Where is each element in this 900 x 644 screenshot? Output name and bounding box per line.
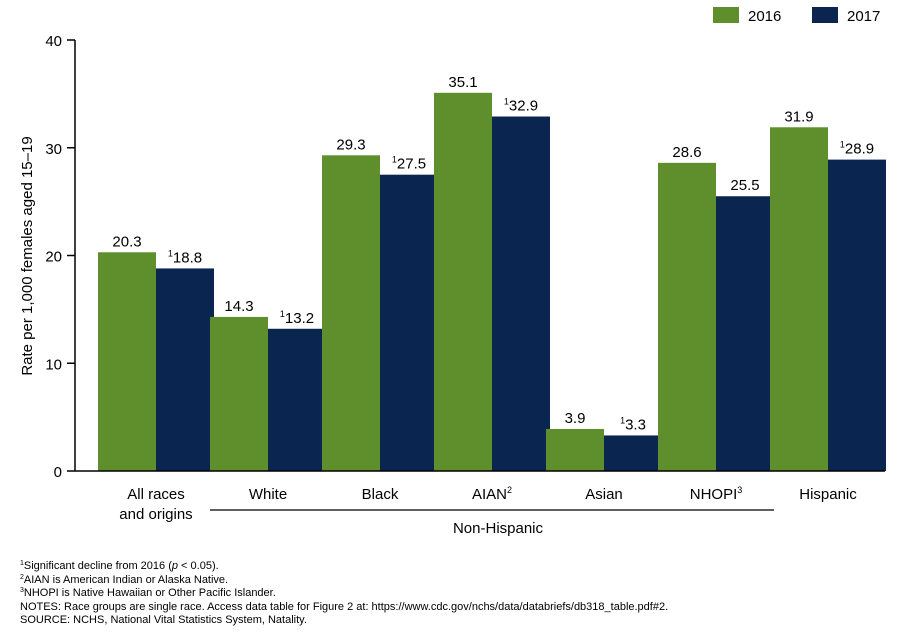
value-label: 14.3 xyxy=(224,298,253,315)
bar-2016 xyxy=(770,127,828,471)
y-axis: 0 10 20 30 40 xyxy=(45,33,76,481)
group-label: Non-Hispanic xyxy=(453,520,544,537)
value-label: 128.9 xyxy=(840,140,874,158)
source-line: SOURCE: NCHS, National Vital Statistics … xyxy=(20,614,307,626)
bars: 20.3 118.8 14.3 113.2 29.3 127.5 35.1 132.9 3.9 1… xyxy=(98,74,886,472)
value-label: 13.3 xyxy=(620,415,646,433)
legend-swatch-2017 xyxy=(812,7,838,23)
x-axis: All races and origins White Black AIAN2 Asian… xyxy=(75,470,885,537)
footnote-3: 3NHOPI is Native Hawaiian or Other Pacif… xyxy=(20,587,276,599)
legend-label: 2017 xyxy=(847,8,880,25)
value-label: 20.3 xyxy=(112,233,141,250)
value-label: 127.5 xyxy=(392,155,426,173)
bar-2017 xyxy=(380,174,438,471)
x-tick-label: Asian xyxy=(585,486,623,503)
y-tick-label: 0 xyxy=(54,464,62,481)
value-label: 3.9 xyxy=(565,410,586,427)
x-tick-label: White xyxy=(249,486,287,503)
notes-line: NOTES: Race groups are single race. Acce… xyxy=(20,600,669,613)
legend-label: 2016 xyxy=(748,8,781,25)
y-tick-label: 20 xyxy=(45,249,62,266)
bar-2016 xyxy=(322,155,380,472)
bar-2016 xyxy=(546,428,604,471)
footnotes: 1Significant decline from 2016 (p < 0.05… xyxy=(20,560,668,628)
x-tick-label: and origins xyxy=(119,506,192,523)
y-tick-label: 30 xyxy=(45,141,62,158)
bar-2017 xyxy=(828,159,886,472)
bar-chart: Rate per 1,000 females aged 15–19 0 10 20 3… xyxy=(19,7,886,537)
x-tick-label: Black xyxy=(362,486,399,503)
legend: 2016 2017 xyxy=(713,7,880,25)
x-tick-label: NHOPI3 xyxy=(690,485,743,503)
x-tick-label: AIAN2 xyxy=(472,485,512,503)
value-label: 113.2 xyxy=(280,309,314,327)
value-label: 28.6 xyxy=(672,144,701,161)
value-label: 132.9 xyxy=(504,97,538,115)
bar-2016 xyxy=(658,162,716,471)
y-tick-label: 10 xyxy=(45,356,62,373)
value-label: 35.1 xyxy=(448,74,477,91)
legend-swatch-2016 xyxy=(713,7,739,23)
footnote-1: 1Significant decline from 2016 (p < 0.05… xyxy=(20,560,219,572)
bar-2016 xyxy=(434,92,492,472)
value-label: 25.5 xyxy=(730,177,759,194)
bar-2017 xyxy=(268,328,326,471)
bar-2017 xyxy=(716,196,774,472)
footnote-2: 2AIAN is American Indian or Alaska Nativ… xyxy=(20,573,229,586)
x-tick-label: Hispanic xyxy=(799,486,857,503)
y-axis-label: Rate per 1,000 females aged 15–19 xyxy=(19,136,36,375)
y-tick-label: 40 xyxy=(45,33,62,50)
value-label: 118.8 xyxy=(168,248,202,266)
bar-2017 xyxy=(492,116,550,471)
bar-2016 xyxy=(98,252,156,471)
bar-2016 xyxy=(210,316,268,471)
value-label: 29.3 xyxy=(336,136,365,153)
bar-2017 xyxy=(604,435,662,471)
x-tick-label: All races xyxy=(127,486,185,503)
value-label: 31.9 xyxy=(784,108,813,125)
bar-2017 xyxy=(156,268,214,471)
